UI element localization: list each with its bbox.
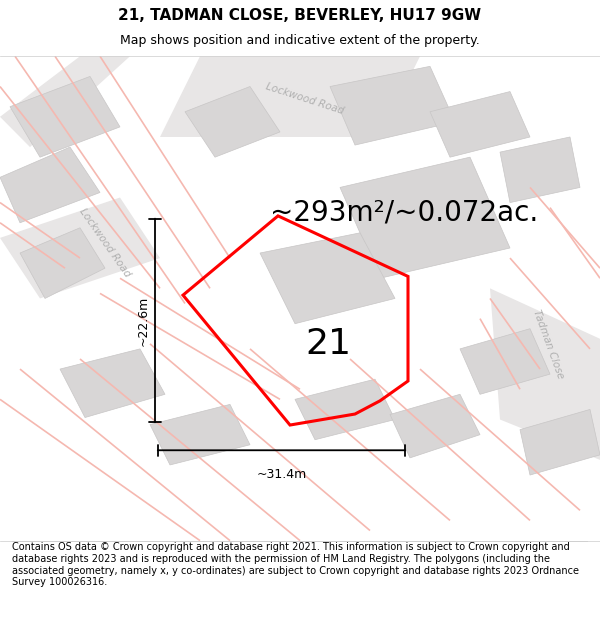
Polygon shape: [260, 233, 395, 324]
Polygon shape: [460, 329, 550, 394]
Polygon shape: [0, 147, 100, 222]
Text: Map shows position and indicative extent of the property.: Map shows position and indicative extent…: [120, 34, 480, 47]
Text: Contains OS data © Crown copyright and database right 2021. This information is : Contains OS data © Crown copyright and d…: [12, 542, 579, 587]
Text: Lockwood Road: Lockwood Road: [77, 207, 133, 279]
Text: ~293m²/~0.072ac.: ~293m²/~0.072ac.: [270, 199, 538, 227]
Text: 21: 21: [306, 327, 352, 361]
Polygon shape: [330, 66, 455, 145]
Polygon shape: [160, 56, 420, 137]
Polygon shape: [490, 288, 600, 460]
Polygon shape: [430, 92, 530, 157]
Text: Tadman Close: Tadman Close: [531, 308, 565, 380]
Polygon shape: [20, 228, 105, 298]
Polygon shape: [0, 56, 130, 147]
Polygon shape: [390, 394, 480, 458]
Polygon shape: [340, 157, 510, 278]
Polygon shape: [295, 379, 395, 440]
Text: ~31.4m: ~31.4m: [256, 468, 307, 481]
Text: ~22.6m: ~22.6m: [137, 296, 149, 346]
Text: Lockwood Road: Lockwood Road: [265, 81, 346, 116]
Polygon shape: [10, 76, 120, 157]
Polygon shape: [60, 349, 165, 418]
Polygon shape: [520, 409, 600, 475]
Polygon shape: [500, 137, 580, 202]
Polygon shape: [185, 86, 280, 157]
Polygon shape: [0, 198, 160, 298]
Text: 21, TADMAN CLOSE, BEVERLEY, HU17 9GW: 21, TADMAN CLOSE, BEVERLEY, HU17 9GW: [118, 8, 482, 23]
Polygon shape: [150, 404, 250, 465]
